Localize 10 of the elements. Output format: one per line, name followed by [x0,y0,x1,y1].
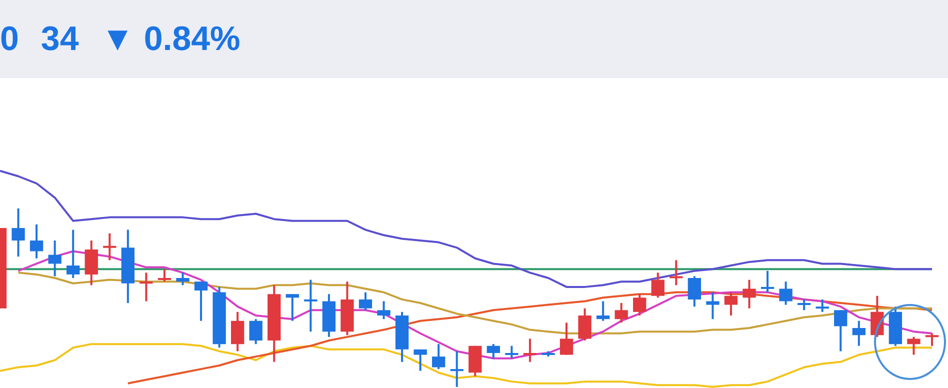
candlestick [760,270,774,292]
candlestick [103,233,116,260]
candlestick [304,280,318,332]
candlestick [140,272,153,302]
text: 34 [40,20,79,58]
text: 0 [0,20,19,58]
candlestick [670,260,683,286]
text: ▼ 0.84% [100,20,240,58]
candlestick [450,351,464,387]
candlestick [523,338,537,362]
